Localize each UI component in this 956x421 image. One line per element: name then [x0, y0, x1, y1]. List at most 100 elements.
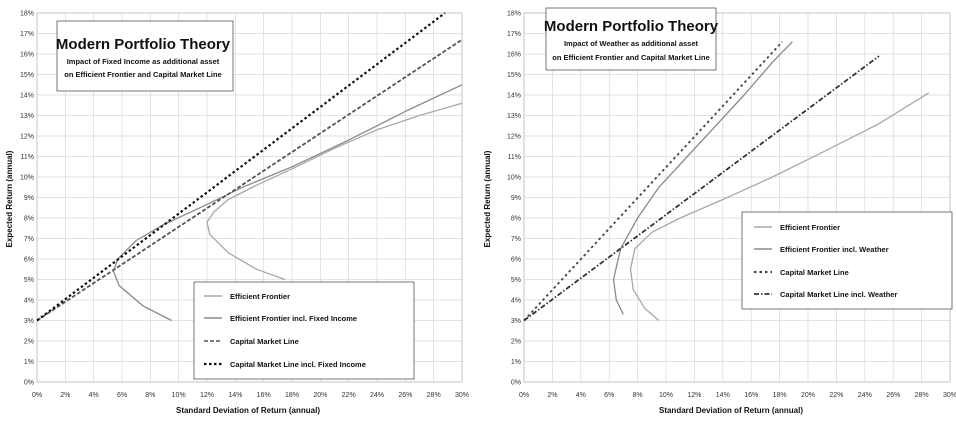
y-tick-label: 0%	[24, 380, 34, 387]
series-line-efficient-frontier-incl-fixed-income	[112, 84, 463, 322]
x-axis-label: Standard Deviation of Return (annual)	[176, 406, 320, 415]
y-tick-label: 5%	[24, 277, 34, 284]
y-tick-label: 11%	[508, 154, 522, 161]
chart-subtitle-line-2: on Efficient Frontier and Capital Market…	[552, 53, 710, 62]
x-tick-label: 14%	[716, 392, 730, 399]
x-tick-label: 2%	[60, 392, 70, 399]
y-tick-label: 1%	[24, 359, 34, 366]
legend-label-capital-market-line-weather: Capital Market Line incl. Weather	[780, 290, 897, 299]
x-tick-label: 0%	[32, 392, 42, 399]
x-tick-label: 0%	[519, 392, 529, 399]
y-tick-label: 17%	[507, 31, 521, 38]
y-tick-label: 14%	[507, 93, 521, 100]
chart-subtitle-line-1: Impact of Fixed Income as additional ass…	[67, 57, 220, 66]
x-tick-label: 12%	[200, 392, 214, 399]
y-tick-label: 10%	[20, 175, 34, 182]
x-tick-label: 4%	[576, 392, 586, 399]
x-tick-label: 8%	[145, 392, 155, 399]
x-tick-label: 10%	[172, 392, 186, 399]
y-tick-label: 7%	[511, 236, 521, 243]
y-tick-label: 8%	[24, 216, 34, 223]
x-tick-label: 24%	[858, 392, 872, 399]
y-tick-label: 14%	[20, 93, 34, 100]
chart-fixed-income: 0% 2% 4% 6% 8% 10% 12% 14% 16% 18% 20% 22% 24% 26% 28%…	[5, 11, 469, 416]
legend-label-capital-market-line: Capital Market Line	[780, 268, 849, 277]
x-tick-label: 30%	[455, 392, 469, 399]
legend-label-capital-market-line-fixed-income: Capital Market Line incl. Fixed Income	[230, 360, 366, 369]
x-tick-label: 20%	[801, 392, 815, 399]
x-tick-label: 2%	[547, 392, 557, 399]
x-tick-label: 4%	[89, 392, 99, 399]
plot-area	[523, 12, 951, 383]
x-tick-label: 12%	[687, 392, 701, 399]
x-tick-label: 28%	[915, 392, 929, 399]
chart-title: Modern Portfolio Theory	[544, 18, 719, 35]
legend: Efficient Frontier Efficient Frontier in…	[193, 281, 415, 380]
x-tick-label: 26%	[398, 392, 412, 399]
y-tick-label: 17%	[20, 31, 34, 38]
chart-subtitle-line-2: on Efficient Frontier and Capital Market…	[64, 70, 222, 79]
y-tick-label: 16%	[20, 52, 34, 59]
series-line-capital-market-line	[36, 38, 463, 322]
y-tick-label: 9%	[24, 195, 34, 202]
x-tick-label: 28%	[427, 392, 441, 399]
y-tick-label: 18%	[20, 11, 34, 18]
chart-weather: 0% 2% 4% 6% 8% 10% 12% 14% 16% 18% 20% 22% 24% 26% 28%…	[483, 7, 956, 415]
y-tick-label: 4%	[511, 298, 521, 305]
plot-area	[36, 12, 463, 383]
x-tick-label: 6%	[117, 392, 127, 399]
y-tick-label: 15%	[507, 72, 521, 79]
chart-panel-fixed-income: 0% 2% 4% 6% 8% 10% 12% 14% 16% 18% 20% 22% 24% 26% 28%…	[5, 11, 469, 416]
x-axis-label: Standard Deviation of Return (annual)	[659, 406, 803, 415]
series-line-efficient-frontier-incl-weather	[612, 41, 793, 315]
legend-label-efficient-frontier: Efficient Frontier	[230, 292, 290, 301]
y-tick-label: 10%	[507, 175, 521, 182]
y-tick-label: 9%	[511, 195, 521, 202]
legend-label-efficient-frontier-fixed-income: Efficient Frontier incl. Fixed Income	[230, 314, 357, 323]
y-tick-label: 6%	[511, 257, 521, 264]
y-tick-label: 3%	[24, 318, 34, 325]
chart-panel-weather: 0% 2% 4% 6% 8% 10% 12% 14% 16% 18% 20% 22% 24% 26% 28%…	[478, 0, 956, 421]
chart-subtitle-line-1: Impact of Weather as additional asset	[564, 39, 699, 48]
y-tick-label: 8%	[511, 216, 521, 223]
x-tick-label: 18%	[285, 392, 299, 399]
title-box: Modern Portfolio Theory Impact of Fixed …	[56, 20, 234, 92]
y-tick-label: 12%	[20, 134, 34, 141]
series-line-efficient-frontier	[629, 92, 930, 321]
y-tick-label: 18%	[507, 11, 521, 18]
y-tick-label: 5%	[511, 277, 521, 284]
y-tick-label: 15%	[20, 72, 34, 79]
y-tick-label: 13%	[507, 113, 521, 120]
series-line-efficient-frontier	[206, 102, 463, 281]
y-tick-label: 12%	[507, 134, 521, 141]
x-tick-label: 20%	[313, 392, 327, 399]
x-tick-label: 16%	[257, 392, 271, 399]
legend: Efficient Frontier Efficient Frontier in…	[741, 211, 953, 310]
x-tick-label: 16%	[744, 392, 758, 399]
x-tick-label: 24%	[370, 392, 384, 399]
series-line-capital-market-line-incl-weather	[523, 55, 880, 322]
y-tick-label: 11%	[21, 154, 35, 161]
y-tick-label: 7%	[24, 236, 34, 243]
title-box: Modern Portfolio Theory Impact of Weathe…	[544, 7, 719, 71]
x-tick-label: 6%	[604, 392, 614, 399]
x-tick-label: 22%	[342, 392, 356, 399]
x-tick-label: 14%	[228, 392, 242, 399]
y-tick-label: 2%	[24, 339, 34, 346]
y-tick-label: 16%	[507, 52, 521, 59]
legend-label-efficient-frontier-weather: Efficient Frontier incl. Weather	[780, 245, 889, 254]
y-tick-label: 3%	[511, 318, 521, 325]
y-tick-label: 1%	[511, 359, 521, 366]
x-tick-label: 30%	[943, 392, 956, 399]
y-tick-label: 6%	[24, 257, 34, 264]
x-tick-label: 22%	[829, 392, 843, 399]
x-tick-label: 18%	[773, 392, 787, 399]
y-tick-label: 2%	[511, 339, 521, 346]
legend-label-capital-market-line: Capital Market Line	[230, 337, 299, 346]
x-tick-label: 10%	[659, 392, 673, 399]
legend-label-efficient-frontier: Efficient Frontier	[780, 223, 840, 232]
y-tick-label: 4%	[24, 298, 34, 305]
chart-title: Modern Portfolio Theory	[56, 36, 231, 53]
series-line-capital-market-line-incl-fixed-income	[36, 12, 446, 322]
y-axis-label: Expected Return (annual)	[483, 150, 492, 247]
